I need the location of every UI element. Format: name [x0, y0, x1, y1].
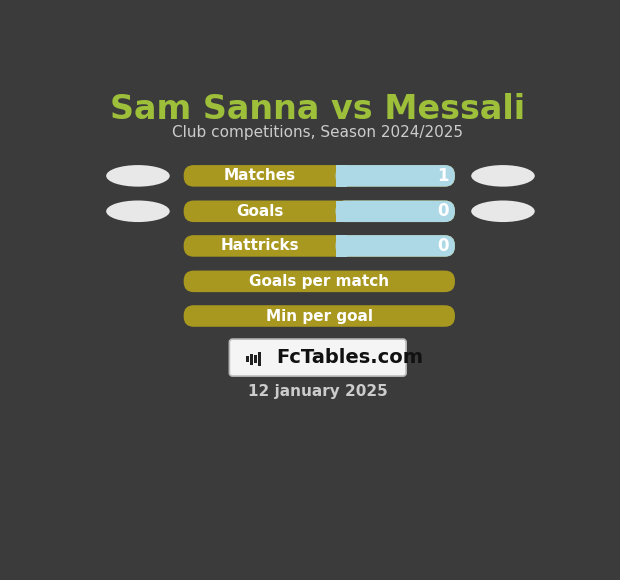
Bar	[250, 354, 253, 364]
FancyBboxPatch shape	[184, 305, 455, 327]
Text: Min per goal: Min per goal	[266, 309, 373, 324]
Bar	[247, 356, 249, 362]
FancyBboxPatch shape	[184, 270, 455, 292]
Text: 0: 0	[436, 237, 448, 255]
Text: Sam Sanna vs Messali: Sam Sanna vs Messali	[110, 93, 525, 126]
Ellipse shape	[106, 201, 170, 222]
Ellipse shape	[471, 165, 534, 187]
Bar	[258, 352, 261, 366]
Text: 0: 0	[436, 202, 448, 220]
FancyBboxPatch shape	[335, 201, 455, 222]
Ellipse shape	[471, 201, 534, 222]
Bar	[335, 235, 347, 257]
FancyBboxPatch shape	[335, 165, 455, 187]
FancyBboxPatch shape	[229, 339, 406, 376]
FancyBboxPatch shape	[184, 235, 455, 257]
FancyBboxPatch shape	[184, 201, 455, 222]
Text: Goals per match: Goals per match	[249, 274, 389, 289]
FancyBboxPatch shape	[184, 165, 455, 187]
Text: Club competitions, Season 2024/2025: Club competitions, Season 2024/2025	[172, 125, 463, 140]
FancyBboxPatch shape	[335, 235, 455, 257]
Bar	[335, 165, 347, 187]
Bar	[335, 201, 347, 222]
Text: FcTables.com: FcTables.com	[276, 348, 423, 367]
Bar	[254, 356, 257, 363]
Text: 1: 1	[436, 167, 448, 185]
Text: Goals: Goals	[236, 204, 283, 219]
Text: Hattricks: Hattricks	[220, 238, 299, 253]
Text: Matches: Matches	[224, 168, 296, 183]
Ellipse shape	[106, 165, 170, 187]
Text: 12 january 2025: 12 january 2025	[248, 384, 388, 399]
